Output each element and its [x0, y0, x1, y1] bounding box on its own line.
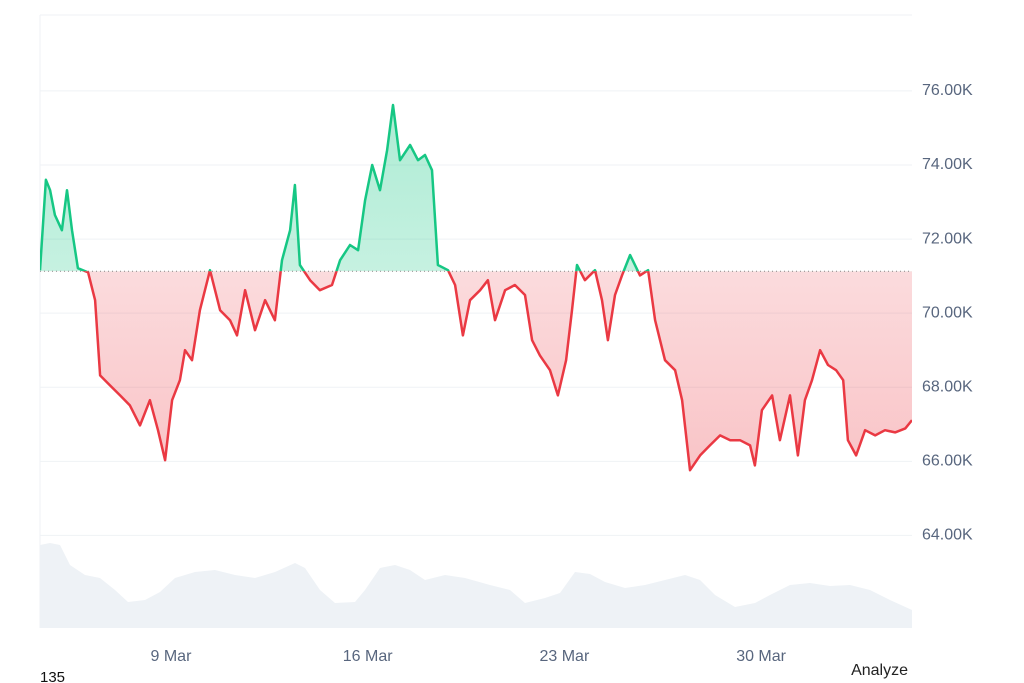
- x-tick-label: 9 Mar: [151, 648, 193, 665]
- y-tick-label: 68.00K: [922, 378, 973, 395]
- x-tick-label: 16 Mar: [343, 648, 393, 665]
- y-tick-label: 70.00K: [922, 304, 973, 321]
- x-tick-label: 30 Mar: [736, 648, 786, 665]
- y-tick-label: 72.00K: [922, 230, 973, 247]
- y-tick-label: 76.00K: [922, 82, 973, 99]
- price-line-down: [82, 271, 912, 472]
- y-tick-label: 66.00K: [922, 453, 973, 470]
- y-tick-label: 74.00K: [922, 156, 973, 173]
- analyze-button[interactable]: Analyze: [851, 662, 908, 679]
- corner-label: 135: [40, 669, 65, 683]
- y-tick-label: 64.00K: [922, 527, 973, 544]
- x-tick-label: 23 Mar: [539, 648, 589, 665]
- volume-area: [40, 543, 912, 628]
